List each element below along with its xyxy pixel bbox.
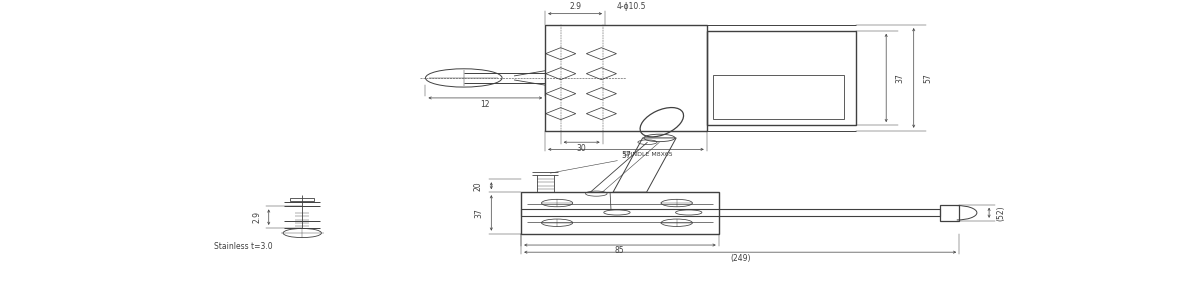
Text: 85: 85 <box>615 246 624 255</box>
Bar <box>545 25 707 131</box>
Bar <box>713 75 845 119</box>
Text: Stainless t=3.0: Stainless t=3.0 <box>213 242 272 251</box>
Text: (249): (249) <box>730 253 750 263</box>
Text: 20: 20 <box>474 181 483 191</box>
Bar <box>707 31 857 125</box>
Text: (52): (52) <box>997 205 1005 221</box>
Text: 4-ϕ10.5: 4-ϕ10.5 <box>617 2 647 11</box>
Text: 12: 12 <box>480 100 490 109</box>
Text: 2.9: 2.9 <box>253 211 261 223</box>
Bar <box>521 192 719 234</box>
Text: 57: 57 <box>621 151 631 160</box>
Bar <box>940 205 960 221</box>
Text: 2.9: 2.9 <box>569 2 581 11</box>
Text: 37: 37 <box>896 73 904 83</box>
Text: SPINDLE M8X65: SPINDLE M8X65 <box>550 153 672 173</box>
Text: 37: 37 <box>474 208 483 218</box>
Bar <box>290 198 314 201</box>
Text: 57: 57 <box>924 73 932 83</box>
Text: 30: 30 <box>576 144 586 153</box>
Bar <box>521 209 940 216</box>
